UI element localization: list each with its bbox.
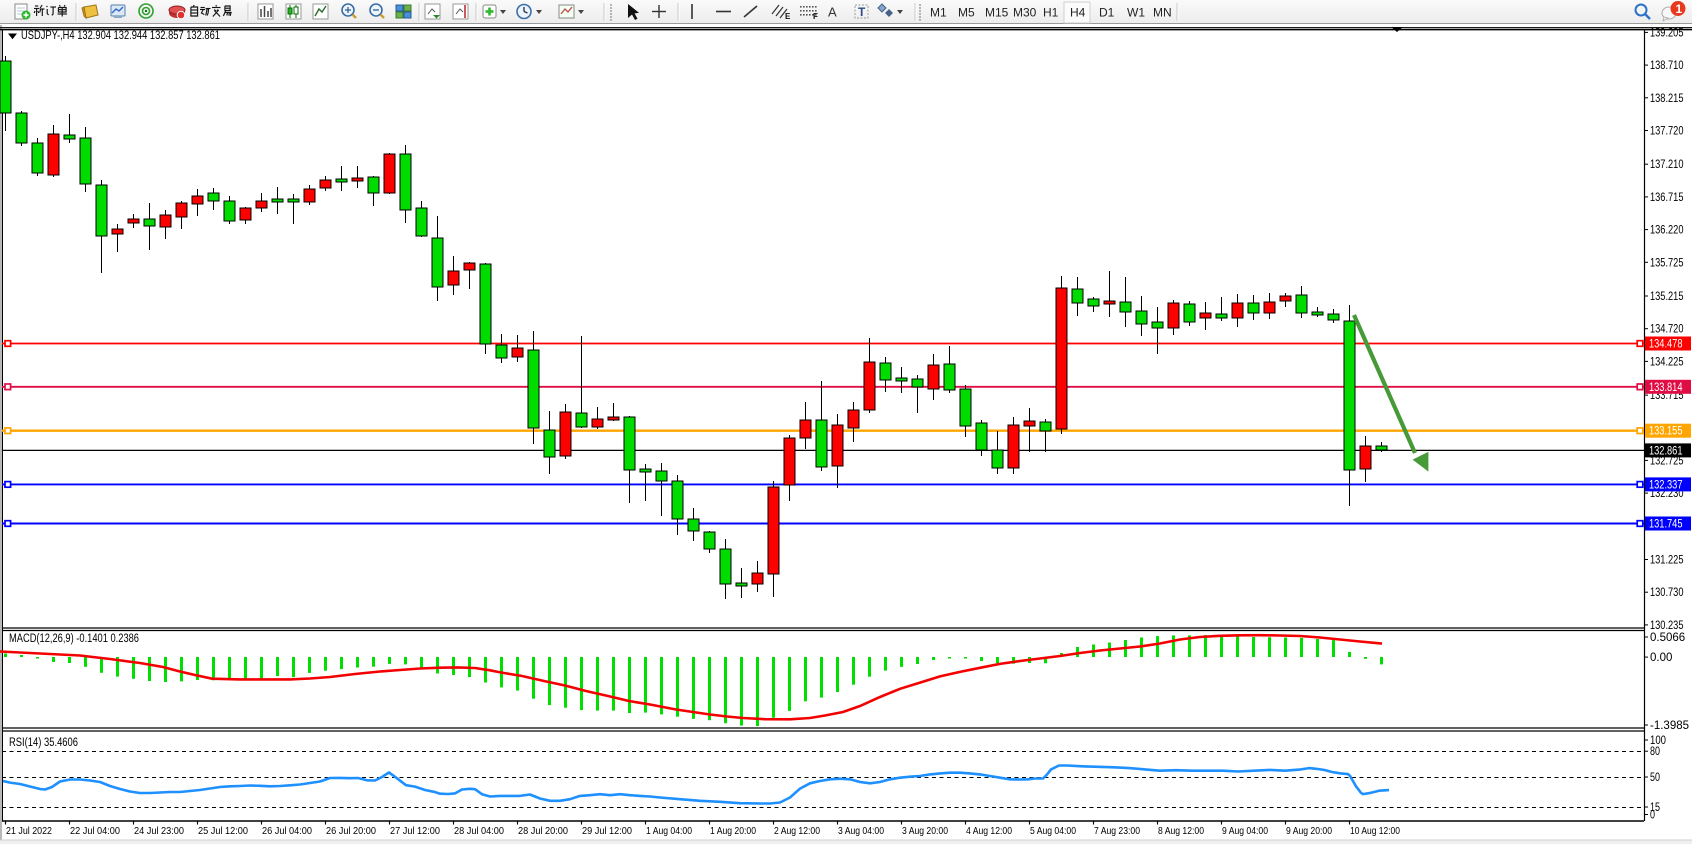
svg-text:MN: MN [1153, 6, 1172, 20]
svg-text:0: 0 [1650, 810, 1655, 822]
svg-text:USDJPY-,H4 132.904 132.944 13: USDJPY-,H4 132.904 132.944 132.857 132.8… [21, 30, 220, 42]
svg-text:132.861: 132.861 [1649, 445, 1683, 457]
svg-text:134.720: 134.720 [1650, 324, 1684, 336]
svg-text:F: F [813, 12, 818, 21]
svg-text:W1: W1 [1127, 6, 1145, 20]
svg-text:136.220: 136.220 [1650, 225, 1684, 237]
svg-text:100: 100 [1650, 735, 1666, 747]
svg-text:27 Jul 12:00: 27 Jul 12:00 [390, 825, 440, 837]
svg-text:135.725: 135.725 [1650, 257, 1684, 269]
svg-text:15: 15 [1650, 802, 1660, 814]
svg-text:28 Jul 20:00: 28 Jul 20:00 [518, 825, 568, 837]
svg-text:3 Aug 20:00: 3 Aug 20:00 [902, 825, 948, 837]
svg-text:24 Jul 23:00: 24 Jul 23:00 [134, 825, 184, 837]
svg-text:0.5066: 0.5066 [1650, 632, 1685, 644]
svg-text:130.235: 130.235 [1650, 620, 1684, 632]
svg-text:10 Aug 12:00: 10 Aug 12:00 [1350, 825, 1400, 837]
svg-text:139.205: 139.205 [1650, 27, 1684, 39]
svg-text:135.215: 135.215 [1650, 291, 1684, 303]
svg-text:29 Jul 12:00: 29 Jul 12:00 [582, 825, 632, 837]
svg-text:RSI(14) 35.4606: RSI(14) 35.4606 [9, 737, 78, 749]
svg-text:E: E [785, 12, 791, 21]
svg-text:0.00: 0.00 [1650, 652, 1672, 664]
svg-text:130.730: 130.730 [1650, 587, 1684, 599]
svg-text:22 Jul 04:00: 22 Jul 04:00 [70, 825, 120, 837]
svg-text:138.215: 138.215 [1650, 93, 1684, 105]
svg-text:132.725: 132.725 [1650, 455, 1684, 467]
svg-text:M15: M15 [985, 6, 1009, 20]
svg-text:T: T [858, 5, 866, 19]
svg-text:138.710: 138.710 [1650, 60, 1684, 72]
svg-text:137.720: 137.720 [1650, 126, 1684, 138]
svg-text:131.745: 131.745 [1649, 519, 1683, 531]
svg-text:4 Aug 12:00: 4 Aug 12:00 [966, 825, 1012, 837]
svg-text:26 Jul 20:00: 26 Jul 20:00 [326, 825, 376, 837]
svg-text:131.225: 131.225 [1650, 555, 1684, 567]
svg-text:9 Aug 20:00: 9 Aug 20:00 [1286, 825, 1332, 837]
svg-text:137.210: 137.210 [1650, 159, 1684, 171]
svg-text:1: 1 [1676, 2, 1683, 16]
svg-text:134.225: 134.225 [1650, 356, 1684, 368]
svg-text:50: 50 [1650, 772, 1660, 784]
svg-text:8 Aug 12:00: 8 Aug 12:00 [1158, 825, 1204, 837]
svg-text:134.478: 134.478 [1649, 339, 1683, 351]
svg-text:25 Jul 12:00: 25 Jul 12:00 [198, 825, 248, 837]
svg-text:136.715: 136.715 [1650, 192, 1684, 204]
svg-text:D1: D1 [1099, 6, 1115, 20]
svg-text:1 Aug 20:00: 1 Aug 20:00 [710, 825, 756, 837]
svg-text:M5: M5 [958, 6, 975, 20]
svg-text:7 Aug 23:00: 7 Aug 23:00 [1094, 825, 1140, 837]
svg-text:21 Jul 2022: 21 Jul 2022 [6, 825, 52, 837]
svg-text:28 Jul 04:00: 28 Jul 04:00 [454, 825, 504, 837]
svg-text:9 Aug 04:00: 9 Aug 04:00 [1222, 825, 1268, 837]
svg-text:80: 80 [1650, 746, 1660, 758]
svg-text:H1: H1 [1043, 6, 1059, 20]
svg-text:M1: M1 [930, 6, 947, 20]
svg-text:133.814: 133.814 [1649, 382, 1683, 394]
svg-text:A: A [828, 5, 837, 20]
svg-text:H4: H4 [1070, 6, 1086, 20]
svg-text:2 Aug 12:00: 2 Aug 12:00 [774, 825, 820, 837]
svg-text:M30: M30 [1013, 6, 1037, 20]
svg-text:26 Jul 04:00: 26 Jul 04:00 [262, 825, 312, 837]
svg-text:133.155: 133.155 [1649, 426, 1683, 438]
svg-text:132.337: 132.337 [1649, 479, 1683, 491]
svg-text:1 Aug 04:00: 1 Aug 04:00 [646, 825, 692, 837]
svg-text:5 Aug 04:00: 5 Aug 04:00 [1030, 825, 1076, 837]
svg-text:MACD(12,26,9) -0.1401 0.2386: MACD(12,26,9) -0.1401 0.2386 [9, 633, 139, 645]
svg-text:3 Aug 04:00: 3 Aug 04:00 [838, 825, 884, 837]
svg-text:-1.3985: -1.3985 [1650, 720, 1689, 732]
